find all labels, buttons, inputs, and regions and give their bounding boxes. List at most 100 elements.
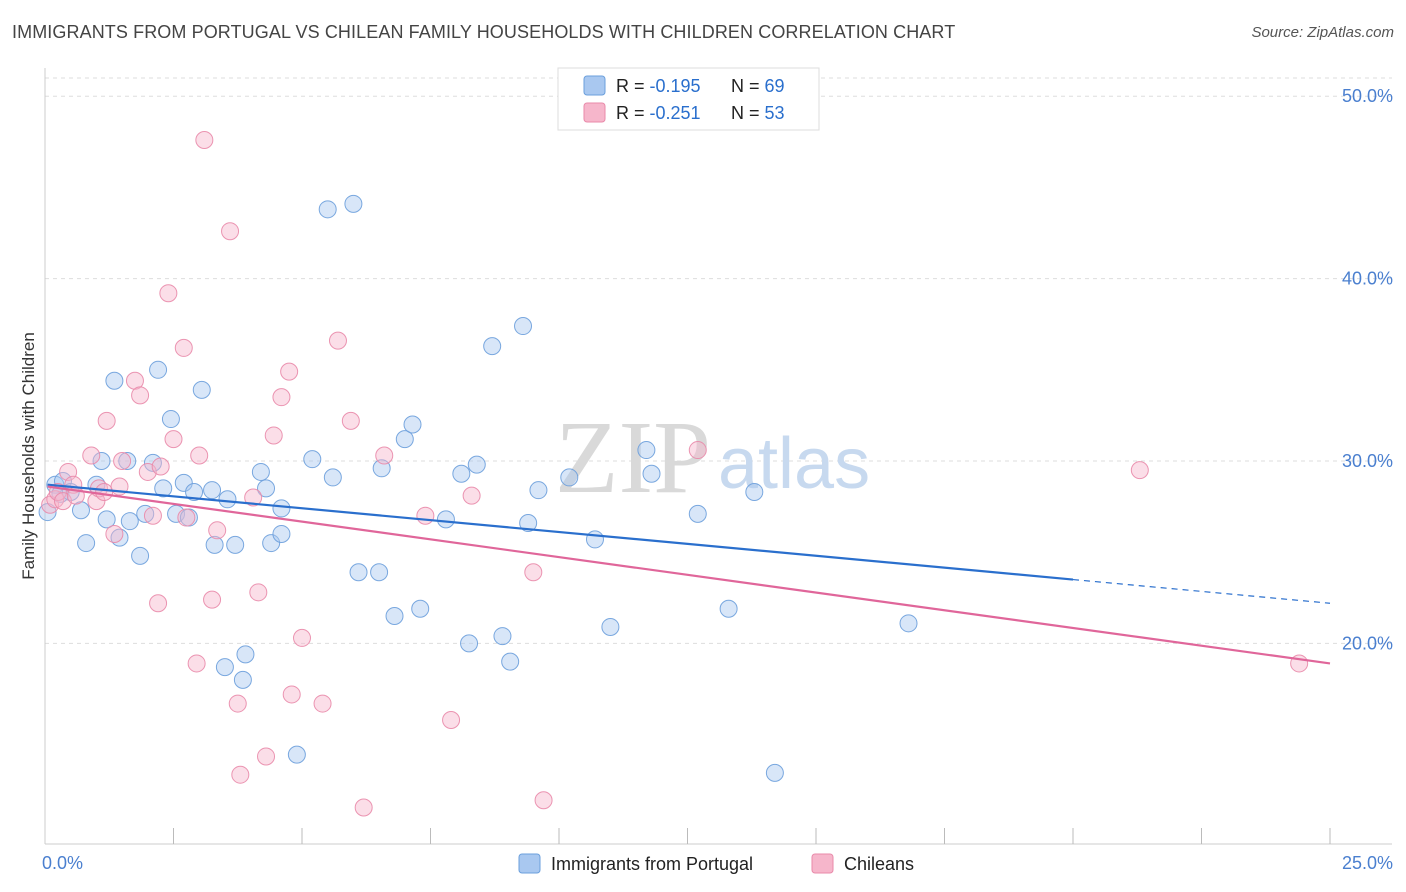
chileans-point	[95, 483, 114, 502]
legend-label-chileans: Chileans	[844, 854, 914, 874]
portugal-point	[483, 337, 502, 356]
portugal-point	[323, 468, 342, 487]
chileans-point	[228, 694, 247, 713]
portugal-point	[110, 528, 129, 547]
svg-text:N = 69: N = 69	[731, 76, 785, 96]
portugal-point	[460, 634, 479, 653]
chileans-point	[264, 426, 283, 445]
chileans-point	[341, 411, 360, 430]
x-tick-label: 25.0%	[1342, 853, 1393, 873]
portugal-trendline-extension	[1072, 578, 1331, 604]
svg-text:R = -0.195: R = -0.195	[616, 76, 701, 96]
chileans-trendline	[47, 485, 1331, 665]
portugal-point	[514, 317, 533, 336]
y-axis-label: Family Households with Children	[19, 332, 38, 580]
chileans-point	[187, 654, 206, 673]
watermark-zip: ZIP	[555, 400, 711, 515]
chileans-point	[442, 710, 461, 729]
chileans-point	[221, 222, 240, 241]
portugal-point	[601, 617, 620, 636]
portugal-point	[215, 658, 234, 677]
chileans-point	[113, 452, 132, 470]
chileans-point	[190, 446, 209, 465]
portugal-point	[77, 534, 96, 553]
chileans-point	[159, 284, 178, 303]
portugal-point	[233, 670, 252, 689]
chileans-point	[462, 486, 481, 505]
chileans-point	[280, 362, 299, 381]
chileans-point	[143, 506, 162, 525]
portugal-point	[185, 483, 204, 502]
chileans-point	[105, 524, 124, 543]
chileans-point	[164, 430, 183, 449]
portugal-point	[251, 462, 270, 481]
portugal-point	[585, 530, 604, 549]
watermark-atlas: atlas	[718, 424, 870, 504]
portugal-point	[642, 464, 661, 483]
chileans-point	[208, 521, 227, 540]
y-tick-label: 30.0%	[1342, 451, 1393, 471]
portugal-point	[436, 510, 455, 529]
legend-n-value: 69	[765, 76, 785, 96]
portugal-point	[218, 490, 237, 509]
portugal-point	[344, 194, 363, 213]
portugal-point	[97, 510, 116, 529]
chileans-point	[177, 508, 196, 527]
portugal-point	[105, 371, 124, 390]
chart-title: IMMIGRANTS FROM PORTUGAL VS CHILEAN FAMI…	[12, 22, 956, 42]
portugal-point	[92, 452, 111, 470]
portugal-point	[262, 534, 281, 553]
portugal-point	[161, 410, 180, 429]
portugal-point	[118, 452, 137, 470]
portugal-point	[452, 464, 471, 483]
portugal-trendline	[47, 483, 1074, 581]
legend-swatch-blue	[583, 75, 606, 96]
chileans-point	[257, 747, 276, 766]
portugal-point	[395, 430, 414, 449]
portugal-point	[303, 450, 322, 469]
y-tick-label: 40.0%	[1342, 269, 1393, 289]
chileans-point	[203, 590, 222, 609]
portugal-point	[411, 599, 430, 618]
chileans-point	[524, 563, 543, 582]
portugal-point	[318, 200, 337, 219]
legend-swatch-chileans	[811, 853, 834, 874]
chileans-point	[328, 331, 347, 350]
svg-text:N = 53: N = 53	[731, 103, 785, 123]
chileans-point	[313, 694, 332, 713]
portugal-point	[637, 441, 656, 460]
portugal-point	[205, 535, 224, 554]
portugal-point	[765, 763, 784, 782]
portugal-point	[719, 599, 738, 618]
svg-text:R = -0.251: R = -0.251	[616, 103, 701, 123]
portugal-point	[899, 614, 918, 633]
chileans-point	[375, 446, 394, 465]
chileans-point	[272, 388, 291, 407]
portugal-point	[688, 504, 707, 523]
y-tick-label: 50.0%	[1342, 86, 1393, 106]
chileans-point	[293, 628, 311, 647]
portugal-point	[226, 535, 245, 554]
portugal-point	[120, 512, 139, 531]
series-legend: Immigrants from Portugal Chileans	[518, 853, 914, 874]
portugal-point	[71, 501, 90, 520]
stats-legend: R = -0.195 N = 69 R = -0.251 N = 53	[557, 67, 820, 131]
chileans-point	[174, 338, 193, 357]
chileans-point	[688, 441, 707, 460]
portugal-point	[467, 455, 486, 474]
chileans-point	[125, 371, 144, 390]
legend-n-label: N =	[731, 76, 765, 96]
portugal-point	[403, 415, 422, 434]
x-tick-label: 0.0%	[42, 853, 83, 873]
portugal-point	[149, 360, 168, 379]
legend-swatch-pink	[583, 102, 606, 123]
chileans-point	[244, 488, 263, 507]
chileans-point	[1130, 461, 1149, 480]
portugal-point	[349, 563, 368, 582]
portugal-point	[529, 481, 548, 500]
gridlines	[45, 77, 1392, 644]
portugal-point	[287, 745, 306, 764]
chileans-point	[354, 798, 373, 817]
y-tick-label: 20.0%	[1342, 633, 1393, 653]
